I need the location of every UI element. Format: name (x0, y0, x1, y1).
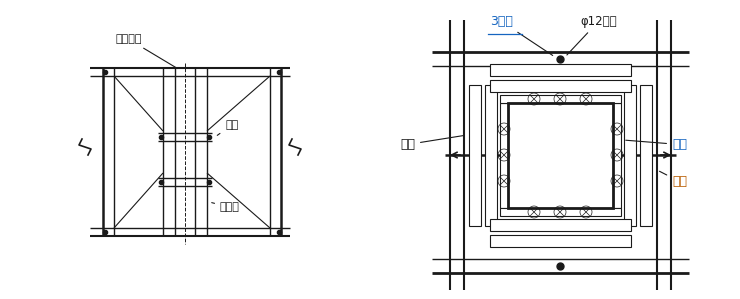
Bar (500, 208, 621, 216)
Bar (490, 219, 631, 231)
Bar (500, 95, 621, 103)
Bar (469, 85, 481, 226)
Text: 3型卡: 3型卡 (490, 15, 553, 55)
Bar (640, 85, 652, 226)
Bar (490, 235, 631, 247)
Bar (500, 103, 508, 208)
Text: φ12螺杆: φ12螺杆 (567, 15, 616, 55)
Text: 木枋: 木枋 (400, 135, 464, 151)
Text: 柱箍: 柱箍 (218, 120, 238, 135)
Text: 满堂支架: 满堂支架 (115, 34, 178, 68)
Bar (485, 85, 497, 226)
Text: 柱模板: 柱模板 (212, 202, 240, 212)
Bar (490, 64, 631, 76)
Bar (613, 103, 621, 208)
Bar (490, 80, 631, 92)
Bar (508, 103, 613, 208)
Bar (624, 85, 636, 226)
Text: 钢管: 钢管 (659, 171, 687, 188)
Text: 模板: 模板 (626, 138, 687, 151)
